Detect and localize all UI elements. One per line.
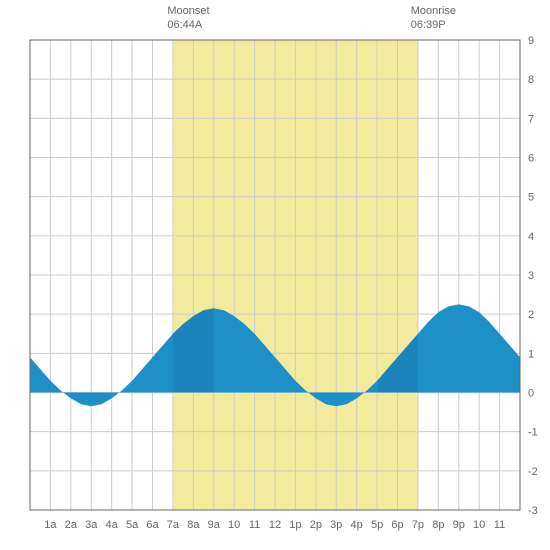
svg-text:10: 10 [473,519,485,531]
svg-text:5p: 5p [371,519,383,531]
svg-text:4: 4 [528,231,534,243]
svg-text:11: 11 [494,519,505,531]
svg-text:6: 6 [528,153,534,165]
svg-text:2: 2 [528,309,534,321]
svg-text:1a: 1a [44,519,57,531]
moonrise-label: Moonrise 06:39P [411,4,456,33]
svg-text:12: 12 [269,519,281,531]
svg-text:6p: 6p [391,519,403,531]
svg-text:-3: -3 [528,505,538,517]
moonset-time: 06:44A [167,19,202,31]
svg-text:2p: 2p [310,519,322,531]
svg-text:3a: 3a [85,519,98,531]
svg-text:5: 5 [528,192,534,204]
svg-text:3: 3 [528,270,534,282]
svg-text:8a: 8a [187,519,200,531]
moonrise-title: Moonrise [411,5,456,17]
svg-text:2a: 2a [65,519,78,531]
moonset-label: Moonset 06:44A [167,4,209,33]
svg-text:4a: 4a [106,519,119,531]
svg-text:-1: -1 [528,427,538,439]
svg-text:1: 1 [528,348,534,360]
svg-text:9a: 9a [208,519,221,531]
svg-text:7p: 7p [412,519,424,531]
svg-text:10: 10 [228,519,240,531]
tide-chart: Moonset 06:44A Moonrise 06:39P -3-2-1012… [0,0,550,550]
svg-text:9p: 9p [453,519,465,531]
svg-text:8p: 8p [432,519,444,531]
svg-text:7a: 7a [167,519,180,531]
svg-text:9: 9 [528,35,534,47]
svg-text:4p: 4p [351,519,363,531]
chart-svg: -3-2-101234567891a2a3a4a5a6a7a8a9a101112… [0,0,550,550]
svg-text:6a: 6a [146,519,159,531]
svg-text:3p: 3p [330,519,342,531]
moonrise-time: 06:39P [411,19,446,31]
svg-text:1p: 1p [289,519,301,531]
moonset-title: Moonset [167,5,209,17]
svg-text:0: 0 [528,388,534,400]
svg-text:8: 8 [528,74,534,86]
svg-text:-2: -2 [528,466,538,478]
svg-text:5a: 5a [126,519,139,531]
svg-text:11: 11 [249,519,260,531]
svg-text:7: 7 [528,113,534,125]
